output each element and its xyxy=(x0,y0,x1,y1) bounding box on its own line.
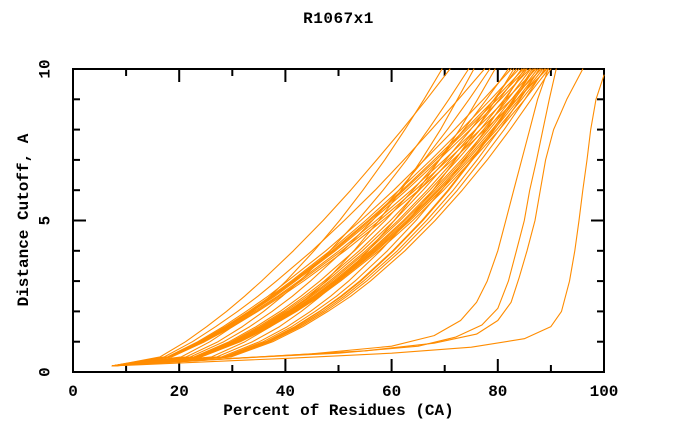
model-curve xyxy=(111,68,550,367)
model-curve xyxy=(111,68,557,367)
model-curve xyxy=(111,74,605,367)
model-curve xyxy=(111,68,540,367)
model-curve xyxy=(111,68,524,367)
y-tick-label: 10 xyxy=(37,59,55,78)
y-tick-label: 5 xyxy=(37,216,55,226)
model-curve xyxy=(111,68,528,367)
x-axis-label: Percent of Residues (CA) xyxy=(223,402,454,420)
model-curve xyxy=(111,68,542,367)
model-curve xyxy=(111,68,552,367)
x-tick-label: 0 xyxy=(68,383,78,401)
model-curve xyxy=(111,68,532,367)
x-tick-label: 80 xyxy=(488,383,507,401)
model-curve xyxy=(111,68,584,367)
chart-title: R1067x1 xyxy=(303,10,374,28)
model-curve xyxy=(111,68,549,367)
y-tick-label: 0 xyxy=(37,367,55,377)
x-tick-label: 60 xyxy=(382,383,401,401)
model-curve xyxy=(111,68,539,367)
model-curve xyxy=(111,68,548,367)
model-curve xyxy=(111,68,475,367)
model-curve xyxy=(111,68,517,367)
model-curve xyxy=(111,68,527,367)
model-curve xyxy=(111,68,536,367)
model-curve xyxy=(111,68,486,367)
model-curve xyxy=(111,68,546,367)
model-curve xyxy=(111,68,535,367)
x-tick-label: 40 xyxy=(276,383,295,401)
model-curve xyxy=(111,68,523,367)
model-curve xyxy=(111,68,451,367)
model-curve xyxy=(111,68,512,367)
x-tick-label: 20 xyxy=(170,383,189,401)
x-tick-label: 100 xyxy=(590,383,619,401)
model-curve xyxy=(111,68,443,367)
model-curve xyxy=(111,68,525,367)
model-curve xyxy=(111,68,515,367)
model-curve xyxy=(111,68,537,367)
model-curve xyxy=(111,68,531,367)
model-curve xyxy=(111,68,544,367)
model-curve xyxy=(111,68,491,367)
